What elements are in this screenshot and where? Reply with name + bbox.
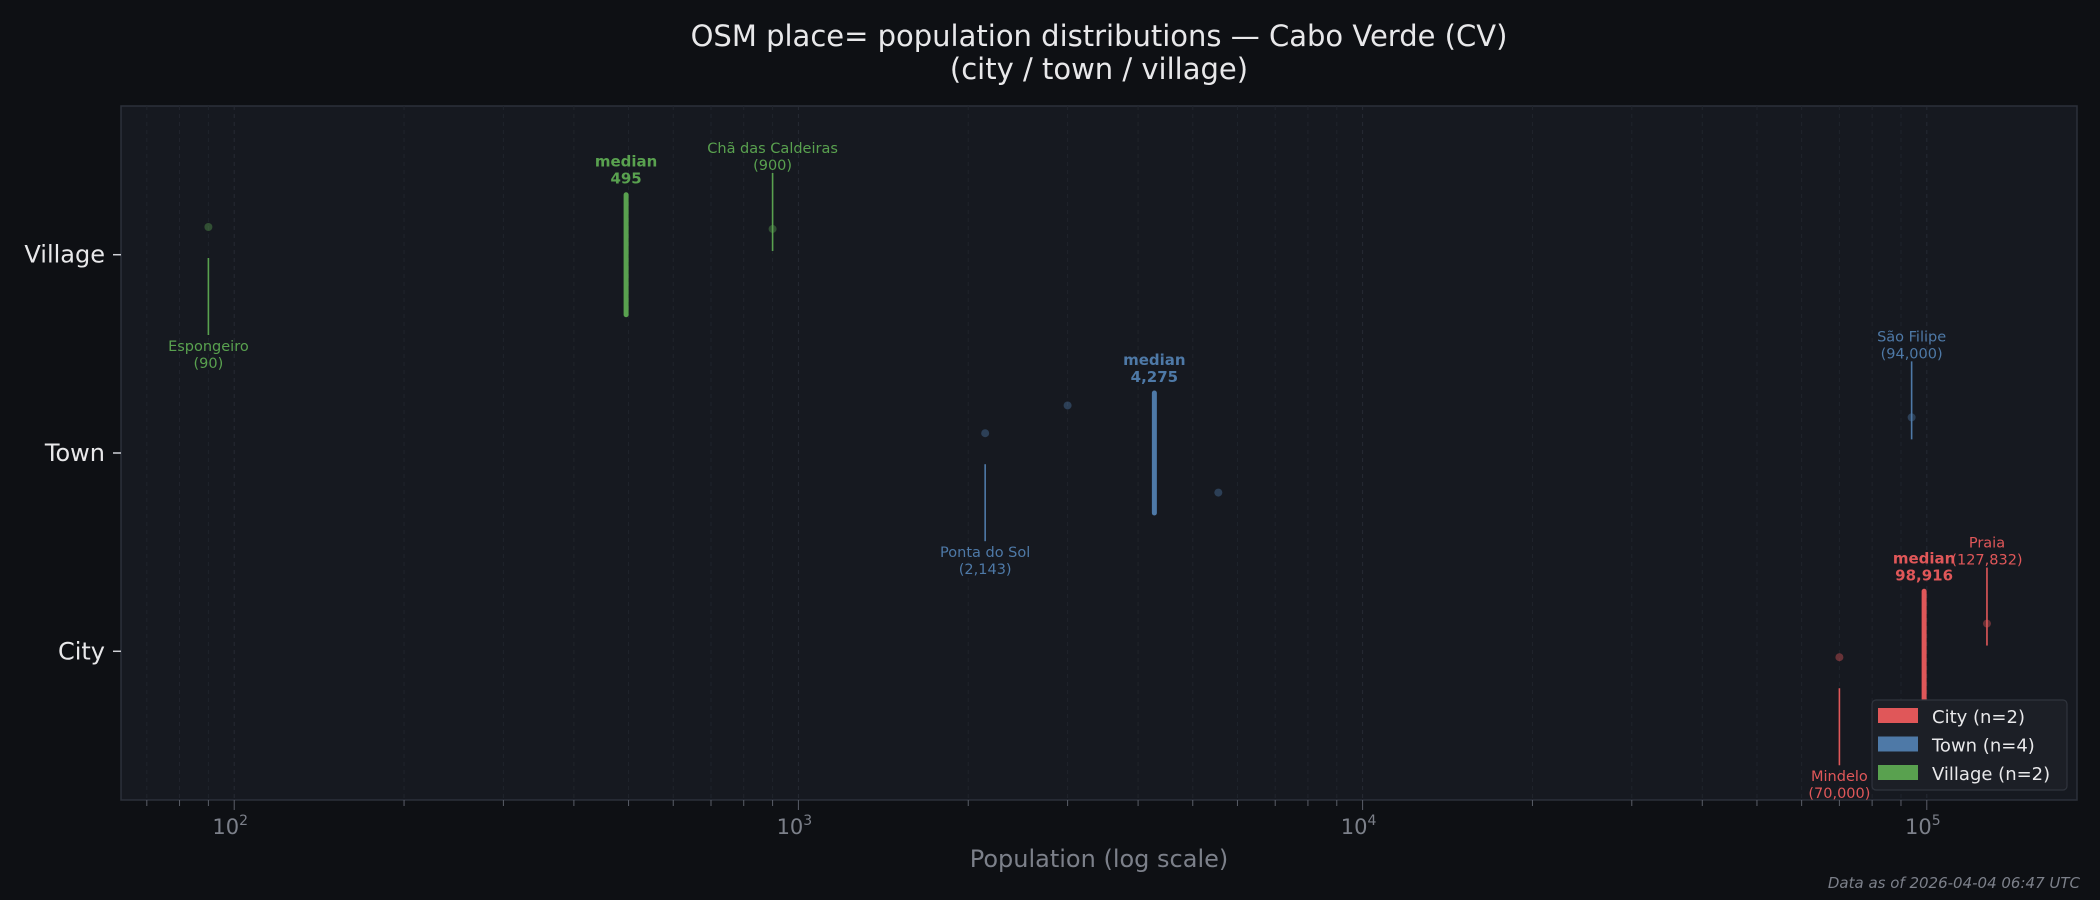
data-marks: median98,916Mindelo(70,000)Praia(127,832… — [168, 141, 2023, 802]
town-point-label: São Filipe — [1877, 329, 1946, 345]
y-tick-label-town: Town — [44, 439, 105, 467]
x-tick-label: 102 — [212, 813, 248, 839]
village-point-value: (900) — [753, 158, 792, 174]
x-axis-label: Population (log scale) — [970, 845, 1229, 873]
town-point — [1214, 488, 1223, 497]
footer-timestamp: Data as of 2026-04-04 06:47 UTC — [1828, 874, 2081, 892]
city-point-label: Mindelo — [1811, 769, 1868, 785]
town-point — [981, 429, 990, 438]
city-point-label: Praia — [1969, 536, 2005, 552]
x-tick-base: 10 — [1905, 815, 1932, 839]
village-point-value: (90) — [194, 356, 224, 372]
x-tick-base: 10 — [212, 815, 239, 839]
x-tick-base: 10 — [777, 815, 804, 839]
city-median-value: 98,916 — [1895, 566, 1953, 584]
x-tick-exponent: 4 — [1368, 813, 1377, 829]
legend-label-town: Town (n=4) — [1931, 736, 2035, 757]
city-point-value: (70,000) — [1808, 786, 1870, 802]
x-tick-label: 105 — [1905, 813, 1941, 839]
town-median-value: 4,275 — [1131, 368, 1178, 386]
plot-area — [120, 105, 2078, 801]
y-tick-label-city: City — [58, 637, 105, 665]
legend-label-city: City (n=2) — [1932, 707, 2025, 728]
x-tick-label: 104 — [1341, 813, 1377, 839]
town-point-label: Ponta do Sol — [940, 545, 1030, 561]
village-point-label: Espongeiro — [168, 339, 249, 355]
legend: City (n=2) Town (n=4) Village (n=2) — [1871, 699, 2068, 791]
city-point-value: (127,832) — [1951, 553, 2022, 569]
x-tick-label: 103 — [777, 813, 813, 839]
town-point — [1063, 401, 1072, 410]
legend-label-village: Village (n=2) — [1932, 764, 2050, 785]
legend-box — [1871, 699, 2068, 791]
city-median-label: median — [1893, 549, 1955, 567]
legend-swatch-town — [1878, 736, 1918, 752]
grid — [146, 106, 1928, 800]
x-tick-base: 10 — [1341, 815, 1368, 839]
village-point — [204, 222, 213, 231]
town-median-label: median — [1123, 351, 1185, 369]
x-tick-exponent: 3 — [803, 813, 812, 829]
chart-title-line1: OSM place= population distributions — Ca… — [691, 19, 1508, 53]
village-median-label: median — [595, 153, 657, 171]
x-tick-exponent: 5 — [1932, 813, 1941, 829]
city-point — [1835, 653, 1844, 662]
village-point-label: Chã das Caldeiras — [707, 141, 838, 157]
chart-title-line2: (city / town / village) — [950, 52, 1248, 86]
town-point-value: (2,143) — [959, 562, 1012, 578]
legend-swatch-village — [1878, 765, 1918, 780]
town-point-value: (94,000) — [1881, 346, 1943, 362]
y-tick-label-village: Village — [24, 241, 105, 269]
village-median-value: 495 — [610, 170, 641, 188]
legend-swatch-city — [1878, 708, 1918, 723]
x-tick-exponent: 2 — [239, 813, 248, 829]
